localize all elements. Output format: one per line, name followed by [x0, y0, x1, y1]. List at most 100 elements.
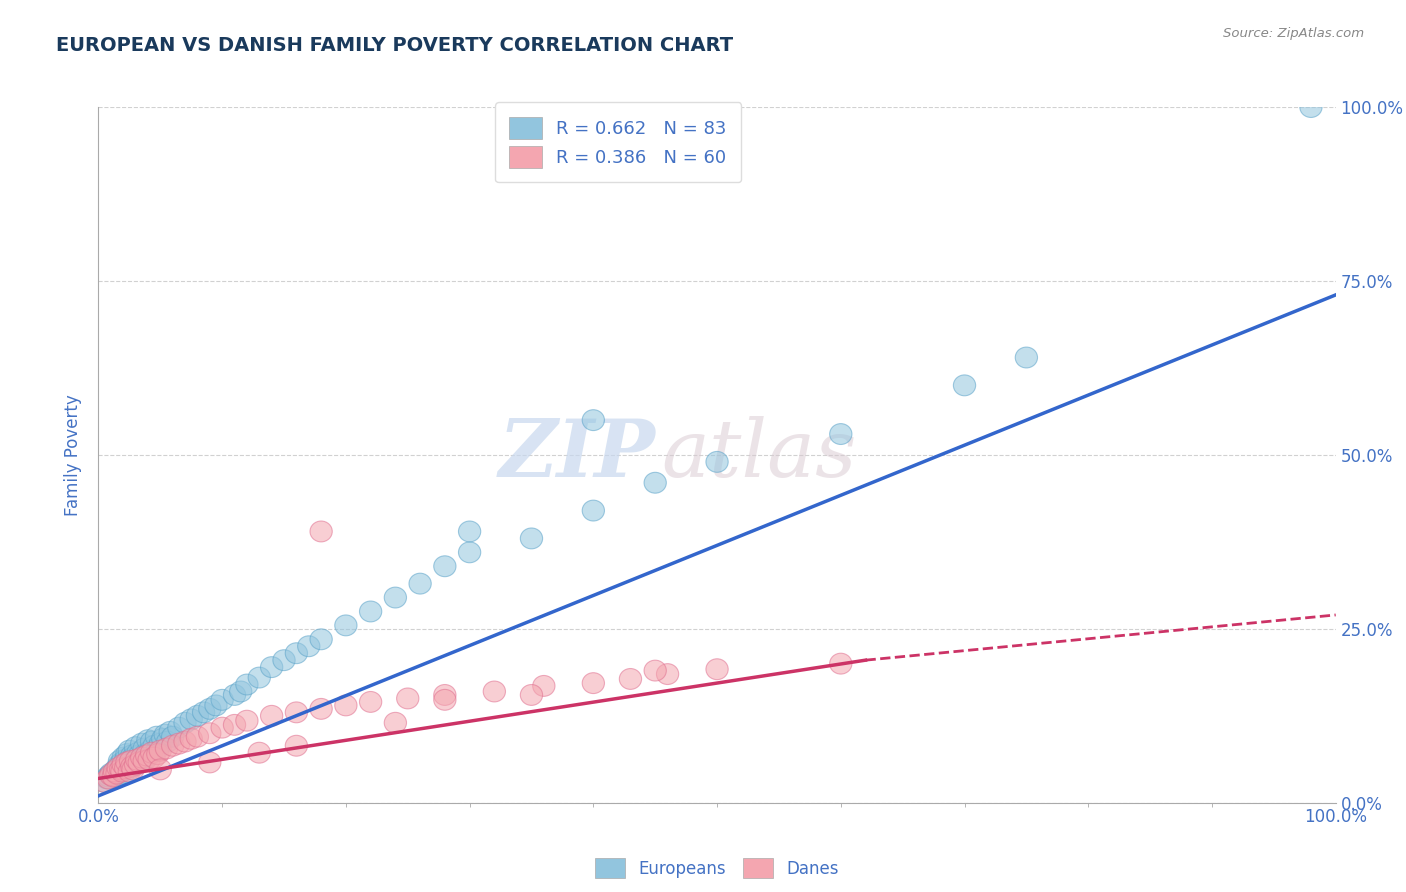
Ellipse shape: [125, 749, 148, 770]
Ellipse shape: [145, 726, 167, 747]
Ellipse shape: [198, 752, 221, 772]
Ellipse shape: [100, 764, 122, 784]
Ellipse shape: [112, 754, 135, 775]
Ellipse shape: [520, 684, 543, 706]
Ellipse shape: [309, 629, 332, 649]
Ellipse shape: [138, 749, 160, 770]
Ellipse shape: [121, 745, 143, 766]
Ellipse shape: [260, 657, 283, 678]
Ellipse shape: [582, 409, 605, 431]
Ellipse shape: [285, 735, 308, 756]
Ellipse shape: [127, 742, 149, 764]
Ellipse shape: [97, 766, 120, 787]
Text: Source: ZipAtlas.com: Source: ZipAtlas.com: [1223, 27, 1364, 40]
Ellipse shape: [167, 717, 190, 738]
Ellipse shape: [105, 764, 128, 784]
Ellipse shape: [224, 684, 246, 706]
Ellipse shape: [1015, 347, 1038, 368]
Ellipse shape: [141, 742, 163, 764]
Ellipse shape: [298, 636, 321, 657]
Ellipse shape: [657, 664, 679, 684]
Ellipse shape: [433, 556, 456, 577]
Ellipse shape: [953, 375, 976, 396]
Ellipse shape: [122, 747, 145, 768]
Ellipse shape: [484, 681, 506, 702]
Ellipse shape: [152, 729, 174, 749]
Ellipse shape: [149, 759, 172, 780]
Ellipse shape: [211, 690, 233, 710]
Ellipse shape: [118, 761, 141, 782]
Ellipse shape: [706, 451, 728, 473]
Ellipse shape: [111, 761, 134, 782]
Ellipse shape: [205, 695, 228, 715]
Ellipse shape: [520, 528, 543, 549]
Ellipse shape: [124, 754, 146, 775]
Ellipse shape: [174, 713, 197, 733]
Ellipse shape: [114, 749, 136, 770]
Ellipse shape: [193, 702, 215, 723]
Ellipse shape: [162, 735, 184, 756]
Ellipse shape: [458, 542, 481, 563]
Ellipse shape: [103, 766, 124, 787]
Ellipse shape: [104, 761, 125, 782]
Ellipse shape: [104, 768, 127, 789]
Ellipse shape: [285, 643, 308, 664]
Ellipse shape: [122, 759, 145, 780]
Ellipse shape: [114, 757, 135, 779]
Ellipse shape: [360, 691, 382, 713]
Ellipse shape: [111, 752, 134, 772]
Ellipse shape: [108, 754, 131, 775]
Ellipse shape: [128, 752, 150, 772]
Ellipse shape: [104, 761, 125, 782]
Ellipse shape: [107, 757, 129, 779]
Ellipse shape: [236, 710, 259, 731]
Ellipse shape: [112, 764, 135, 784]
Ellipse shape: [128, 745, 150, 766]
Ellipse shape: [118, 740, 141, 761]
Ellipse shape: [1299, 96, 1322, 118]
Ellipse shape: [247, 742, 270, 764]
Ellipse shape: [117, 751, 139, 772]
Ellipse shape: [132, 751, 155, 772]
Ellipse shape: [131, 733, 153, 754]
Ellipse shape: [149, 733, 172, 754]
Ellipse shape: [706, 659, 728, 680]
Ellipse shape: [260, 706, 283, 726]
Ellipse shape: [174, 731, 197, 752]
Ellipse shape: [186, 726, 208, 747]
Ellipse shape: [124, 752, 145, 772]
Ellipse shape: [125, 754, 148, 775]
Ellipse shape: [118, 759, 141, 780]
Legend: Europeans, Danes: Europeans, Danes: [589, 851, 845, 885]
Ellipse shape: [115, 744, 138, 764]
Ellipse shape: [139, 740, 162, 761]
Ellipse shape: [335, 695, 357, 715]
Ellipse shape: [229, 681, 252, 702]
Ellipse shape: [100, 764, 122, 786]
Ellipse shape: [433, 690, 456, 710]
Ellipse shape: [96, 768, 118, 789]
Ellipse shape: [93, 772, 115, 792]
Ellipse shape: [93, 772, 115, 792]
Ellipse shape: [180, 709, 202, 730]
Ellipse shape: [162, 726, 184, 747]
Ellipse shape: [644, 473, 666, 493]
Ellipse shape: [433, 684, 456, 706]
Ellipse shape: [198, 698, 221, 719]
Ellipse shape: [309, 521, 332, 541]
Ellipse shape: [136, 730, 159, 751]
Ellipse shape: [120, 751, 142, 772]
Ellipse shape: [143, 747, 166, 768]
Ellipse shape: [135, 744, 156, 764]
Ellipse shape: [134, 738, 155, 759]
Y-axis label: Family Poverty: Family Poverty: [65, 394, 83, 516]
Ellipse shape: [105, 757, 128, 779]
Ellipse shape: [135, 745, 157, 766]
Ellipse shape: [135, 747, 157, 768]
Ellipse shape: [97, 768, 120, 789]
Ellipse shape: [110, 759, 132, 780]
Ellipse shape: [619, 668, 641, 690]
Ellipse shape: [224, 714, 246, 735]
Ellipse shape: [247, 667, 270, 688]
Ellipse shape: [131, 747, 153, 768]
